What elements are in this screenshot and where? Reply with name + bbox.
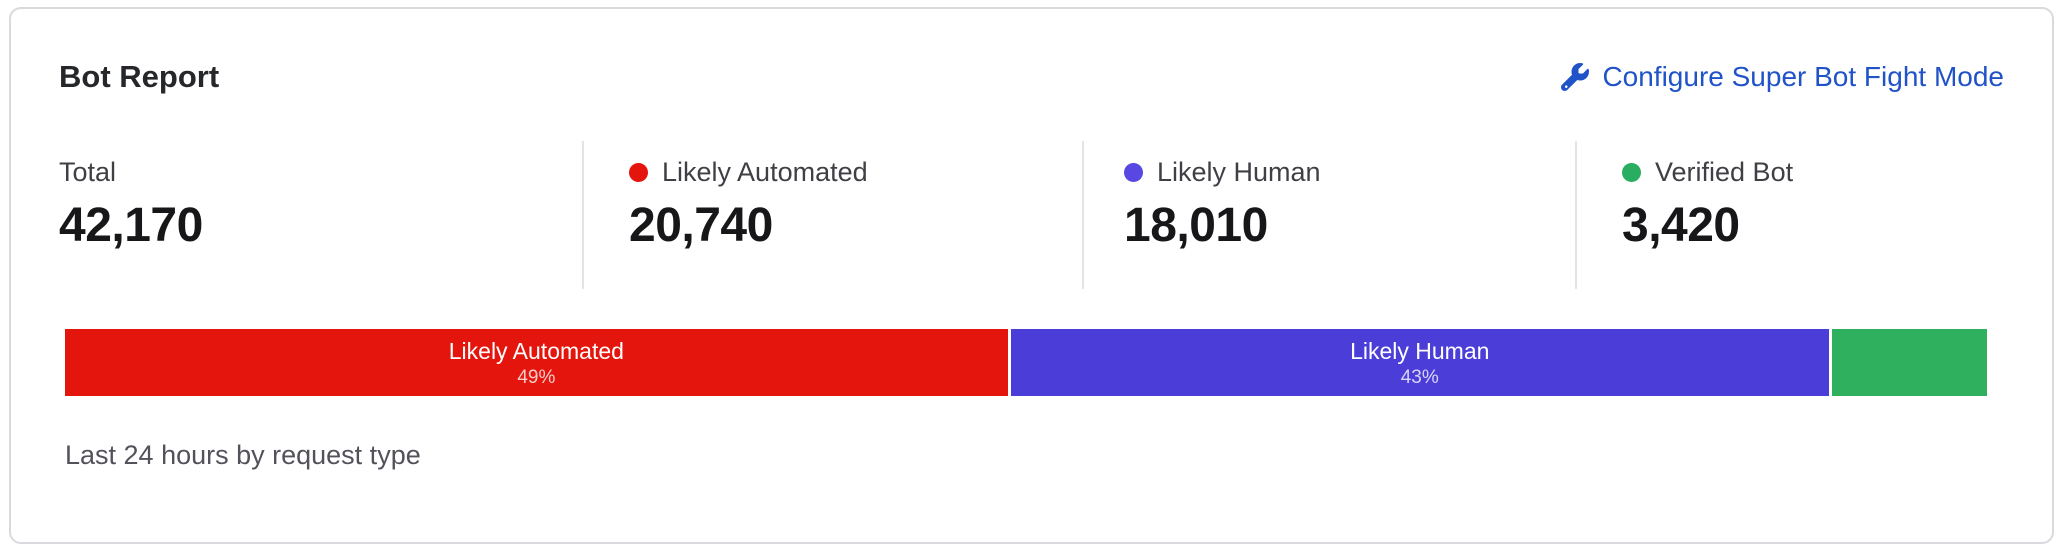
stat-total: Total 42,170 bbox=[59, 141, 582, 289]
stat-total-value: 42,170 bbox=[59, 199, 203, 252]
stat-verified-bot-value: 3,420 bbox=[1622, 199, 1740, 252]
bar-segment-likely-human-percent: 43% bbox=[1400, 366, 1439, 388]
stat-likely-human-label: Likely Human bbox=[1157, 157, 1321, 187]
bar-segment-likely-human: Likely Human 43% bbox=[1010, 329, 1829, 396]
configure-super-bot-fight-mode-label: Configure Super Bot Fight Mode bbox=[1602, 61, 2004, 92]
bar-segment-likely-human-label: Likely Human bbox=[1350, 337, 1490, 364]
stat-likely-automated-label: Likely Automated bbox=[662, 157, 868, 187]
bar-segment-likely-automated: Likely Automated 49% bbox=[65, 329, 1008, 396]
stat-total-label: Total bbox=[59, 157, 117, 187]
page-title: Bot Report bbox=[59, 59, 220, 94]
stacked-percentage-bar: Likely Automated 49% Likely Human 43% bbox=[65, 329, 1987, 396]
verified-bot-legend-dot-icon bbox=[1622, 163, 1641, 182]
timeframe-caption: Last 24 hours by request type bbox=[65, 440, 421, 470]
card-header: Bot Report Configure Super Bot Fight Mod… bbox=[59, 59, 2004, 95]
stat-likely-automated: Likely Automated 20,740 bbox=[582, 141, 1082, 289]
stats-row: Total 42,170 Likely Automated 20,740 Lik… bbox=[59, 141, 2004, 289]
stat-likely-human: Likely Human 18,010 bbox=[1082, 141, 1575, 289]
bar-segment-likely-automated-percent: 49% bbox=[517, 366, 556, 388]
bar-segment-verified-bot bbox=[1831, 329, 1987, 396]
likely-human-legend-dot-icon bbox=[1124, 163, 1143, 182]
stat-likely-automated-value: 20,740 bbox=[629, 199, 773, 252]
bar-segment-likely-automated-label: Likely Automated bbox=[448, 337, 624, 364]
stat-likely-human-value: 18,010 bbox=[1124, 199, 1268, 252]
stat-verified-bot: Verified Bot 3,420 bbox=[1575, 141, 2004, 289]
configure-super-bot-fight-mode-link[interactable]: Configure Super Bot Fight Mode bbox=[1561, 61, 2004, 93]
likely-automated-legend-dot-icon bbox=[629, 163, 648, 182]
stat-verified-bot-label: Verified Bot bbox=[1655, 157, 1794, 187]
wrench-icon bbox=[1561, 63, 1590, 91]
bot-report-card: Bot Report Configure Super Bot Fight Mod… bbox=[9, 7, 2054, 544]
